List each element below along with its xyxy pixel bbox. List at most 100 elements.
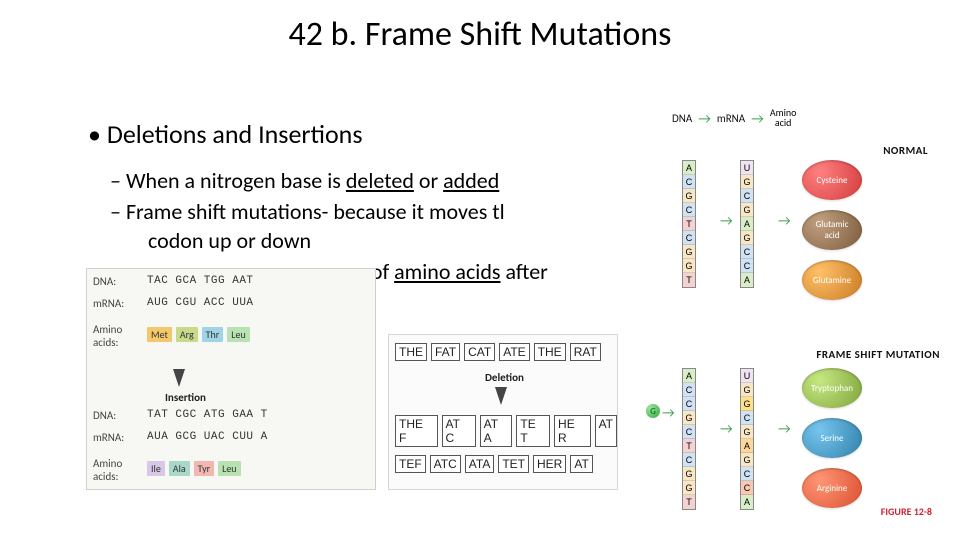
arrow-icon: → <box>778 420 791 437</box>
word-box: HER <box>533 455 566 473</box>
amino-acid-stack-mutation: TryptophanSerineArginine <box>802 368 862 508</box>
label-amino-acids: Amino acids: <box>93 323 122 349</box>
label-mrna: mRNA: <box>93 431 124 444</box>
text-underline: deleted <box>346 167 414 194</box>
label-dna: DNA: <box>93 409 116 422</box>
text: after <box>501 258 548 285</box>
figure-insertion: DNA: TAC GCA TGG AAT mRNA: AUG CGU ACC U… <box>86 268 376 490</box>
base-cell: C <box>741 411 753 425</box>
base-cell: C <box>741 245 753 259</box>
word-row-2: THE FAT CAT ATE THE RAT <box>395 415 617 447</box>
base-cell: G <box>741 453 753 467</box>
base-cell: C <box>741 467 753 481</box>
base-cell: G <box>683 189 695 203</box>
amino-acid-tag: Leu <box>227 327 249 342</box>
base-cell: T <box>683 439 695 453</box>
dna-seq-2: TAT CGC ATG GAA T <box>147 409 268 421</box>
text: or <box>414 167 443 194</box>
word-box: CAT <box>464 343 495 361</box>
bullet-sub-1: When a nitrogen base is deleted or added <box>128 166 499 196</box>
arrow-icon: → <box>778 212 791 229</box>
amino-acid-row-2: Ile Ala Tyr Leu <box>147 461 241 476</box>
base-cell: C <box>683 203 695 217</box>
header-mrna: mRNA <box>717 112 745 125</box>
mrna-seq-1: AUG CGU ACC UUA <box>147 297 254 309</box>
base-cell: A <box>741 439 753 453</box>
word-box: TE T <box>516 415 550 447</box>
amino-acid-pill: Arginine <box>802 468 862 508</box>
base-cell: G <box>741 175 753 189</box>
deletion-arrow-icon <box>495 387 507 405</box>
base-cell: G <box>683 481 695 495</box>
amino-acid-tag: Tyr <box>194 461 214 476</box>
inserted-base-icon: G <box>646 404 660 418</box>
base-cell: G <box>741 383 753 397</box>
base-cell: T <box>683 495 695 509</box>
figure-normal-vs-mutation: DNA → mRNA → Amino acid NORMAL ACGCTCGGT… <box>632 100 946 528</box>
base-cell: A <box>683 369 695 383</box>
dna-seq-1: TAC GCA TGG AAT <box>147 275 254 287</box>
base-cell: G <box>741 397 753 411</box>
mrna-strip-normal: UGCGAGCCA <box>740 160 754 288</box>
word-box: FAT <box>431 343 460 361</box>
amino-acid-row-1: Met Arg ThrLeu <box>147 327 250 342</box>
arrow-icon: → <box>698 110 711 127</box>
amino-acid-pill: Glutamine <box>802 260 862 300</box>
normal-label: NORMAL <box>883 144 928 157</box>
header-amino-acid: Amino acid <box>770 108 797 128</box>
base-cell: C <box>683 231 695 245</box>
amino-acid-tag: Ala <box>169 461 190 476</box>
word-box: AT <box>570 455 592 473</box>
word-box: RAT <box>570 343 601 361</box>
word-box: ATE <box>499 343 529 361</box>
amino-acid-tag: Met <box>147 327 172 342</box>
base-cell: U <box>741 369 753 383</box>
amino-acid-tag: Leu <box>218 461 240 476</box>
base-cell: C <box>741 189 753 203</box>
base-cell: C <box>683 453 695 467</box>
figure-caption: FIGURE 12-8 <box>881 505 932 518</box>
base-cell: C <box>741 481 753 495</box>
text: When a nitrogen base is <box>126 167 346 194</box>
amino-acid-tag: Ile <box>147 461 165 476</box>
word-box: HE R <box>554 415 591 447</box>
base-cell: C <box>683 425 695 439</box>
base-cell: T <box>683 217 695 231</box>
word-box: THE F <box>395 415 438 447</box>
label-dna: DNA: <box>93 275 116 288</box>
arrow-icon: → <box>720 420 733 437</box>
base-cell: G <box>683 467 695 481</box>
insertion-arrow-icon <box>173 369 185 387</box>
base-cell: G <box>741 203 753 217</box>
base-cell: C <box>683 383 695 397</box>
word-box: ATC <box>430 455 461 473</box>
base-cell: C <box>683 175 695 189</box>
amino-acid-pill: Cysteine <box>802 160 862 200</box>
label-amino-acids: Amino acids: <box>93 457 122 483</box>
bullet-sub-2: Frame shift mutations- because it moves … <box>128 197 505 227</box>
mrna-seq-2: AUA GCG UAC CUU A <box>147 431 268 443</box>
amino-acid-tag: Arg <box>176 327 198 342</box>
base-cell: A <box>683 161 695 175</box>
amino-acid-pill: Tryptophan <box>802 368 862 408</box>
amino-acid-stack-normal: Cysteine Glutamic acid Glutamine <box>802 160 862 300</box>
text-underline: amino acids <box>394 258 500 285</box>
base-cell: G <box>683 411 695 425</box>
word-box: TET <box>498 455 529 473</box>
base-cell: A <box>741 273 753 287</box>
label-mrna: mRNA: <box>93 297 124 310</box>
arrow-icon: → <box>751 110 764 127</box>
base-cell: G <box>683 245 695 259</box>
amino-acid-pill: Glutamic acid <box>802 210 862 250</box>
page-title: 42 b. Frame Shift Mutations <box>0 14 960 55</box>
mrna-strip-mutation: UGGCGAGCCA <box>740 368 754 510</box>
base-cell: A <box>741 495 753 509</box>
amino-acid-tag: Thr <box>202 327 224 342</box>
word-box: ATA <box>465 455 495 473</box>
deletion-label: Deletion <box>485 371 524 384</box>
arrow-icon: → <box>720 212 733 229</box>
mutation-label: FRAME SHIFT MUTATION <box>816 348 940 361</box>
base-cell: G <box>741 425 753 439</box>
word-box: THE <box>395 343 427 361</box>
word-box: AT <box>595 415 617 447</box>
